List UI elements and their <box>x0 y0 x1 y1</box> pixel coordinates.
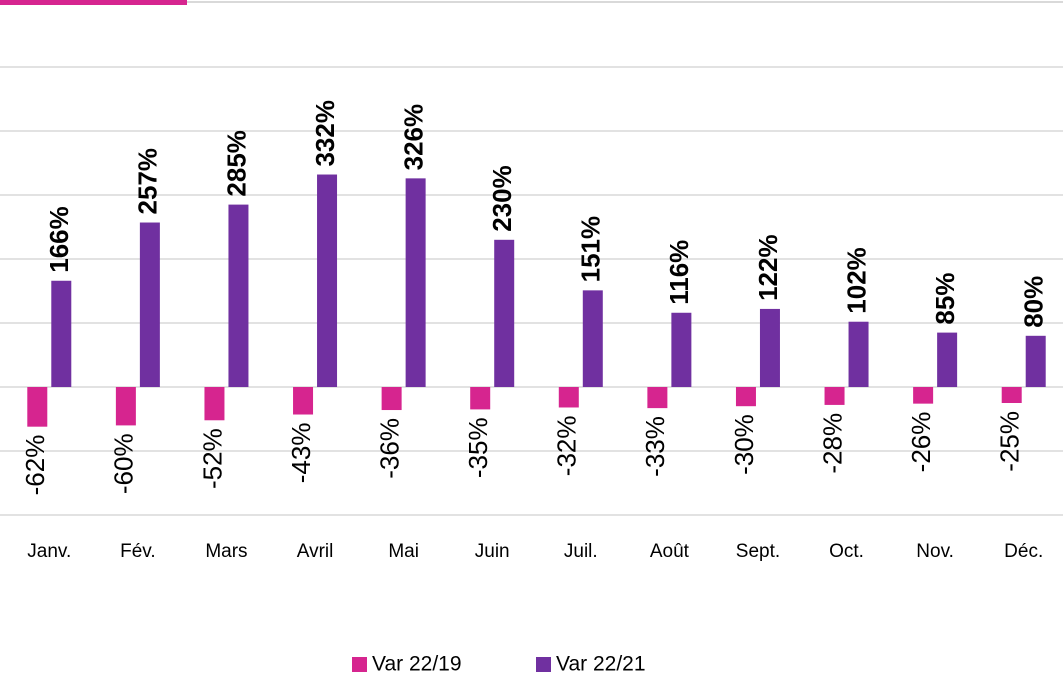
x-tick-label: Avril <box>297 541 334 562</box>
bar <box>1001 387 1022 403</box>
bar <box>558 387 579 408</box>
legend-label: Var 22/19 <box>372 653 462 676</box>
bar <box>735 387 756 407</box>
x-tick-label: Août <box>650 541 690 562</box>
bar <box>381 387 402 411</box>
bar <box>937 332 958 387</box>
value-label: -43% <box>286 423 316 484</box>
bar <box>671 312 692 387</box>
bar <box>848 321 869 387</box>
x-tick-label: Juin <box>475 541 510 562</box>
bar <box>115 387 136 426</box>
x-tick-label: Déc. <box>1004 541 1043 562</box>
bar <box>139 222 160 387</box>
bar <box>204 387 225 421</box>
value-label: 122% <box>753 234 783 301</box>
value-label: 116% <box>664 240 694 305</box>
x-tick-label: Janv. <box>27 541 71 562</box>
value-label: 85% <box>930 273 960 325</box>
bar <box>494 239 515 387</box>
bar <box>759 308 780 387</box>
value-label: 326% <box>399 104 429 171</box>
x-tick-label: Juil. <box>564 541 598 562</box>
value-label: -35% <box>463 417 493 478</box>
x-tick-label: Sept. <box>736 541 780 562</box>
value-label: 257% <box>133 148 163 215</box>
bar <box>293 387 314 415</box>
bar <box>27 387 48 427</box>
x-tick-label: Fév. <box>120 541 156 562</box>
value-label: -28% <box>817 413 847 474</box>
x-tick-label: Oct. <box>829 541 864 562</box>
value-label: -62% <box>20 435 50 496</box>
x-tick-label: Nov. <box>916 541 954 562</box>
value-label: 230% <box>487 165 517 232</box>
bar <box>647 387 668 409</box>
bar <box>582 290 603 387</box>
value-label: -60% <box>109 433 139 494</box>
value-label: -25% <box>995 411 1025 472</box>
bar <box>470 387 491 410</box>
bar <box>1025 335 1046 387</box>
value-label: -36% <box>375 418 405 479</box>
legend-label: Var 22/21 <box>556 653 646 676</box>
value-label: -52% <box>197 428 227 489</box>
value-label: 332% <box>310 100 340 167</box>
bar <box>51 280 72 387</box>
header-accent <box>0 0 187 5</box>
value-label: -26% <box>906 412 936 473</box>
value-label: -30% <box>729 414 759 475</box>
value-label: -32% <box>552 415 582 476</box>
bar <box>405 178 426 387</box>
legend-swatch <box>536 657 551 672</box>
x-tick-label: Mai <box>388 541 419 562</box>
value-label: 285% <box>221 130 251 196</box>
x-tick-label: Mars <box>205 541 247 562</box>
bar <box>317 174 338 387</box>
bar <box>913 387 934 404</box>
value-label: 166% <box>44 206 74 273</box>
value-label: 151% <box>576 216 606 283</box>
bar <box>228 204 249 387</box>
bar <box>824 387 845 405</box>
value-label: -33% <box>640 416 670 477</box>
legend-swatch <box>352 657 367 672</box>
value-label: 102% <box>841 247 871 314</box>
value-label: 80% <box>1019 276 1049 328</box>
